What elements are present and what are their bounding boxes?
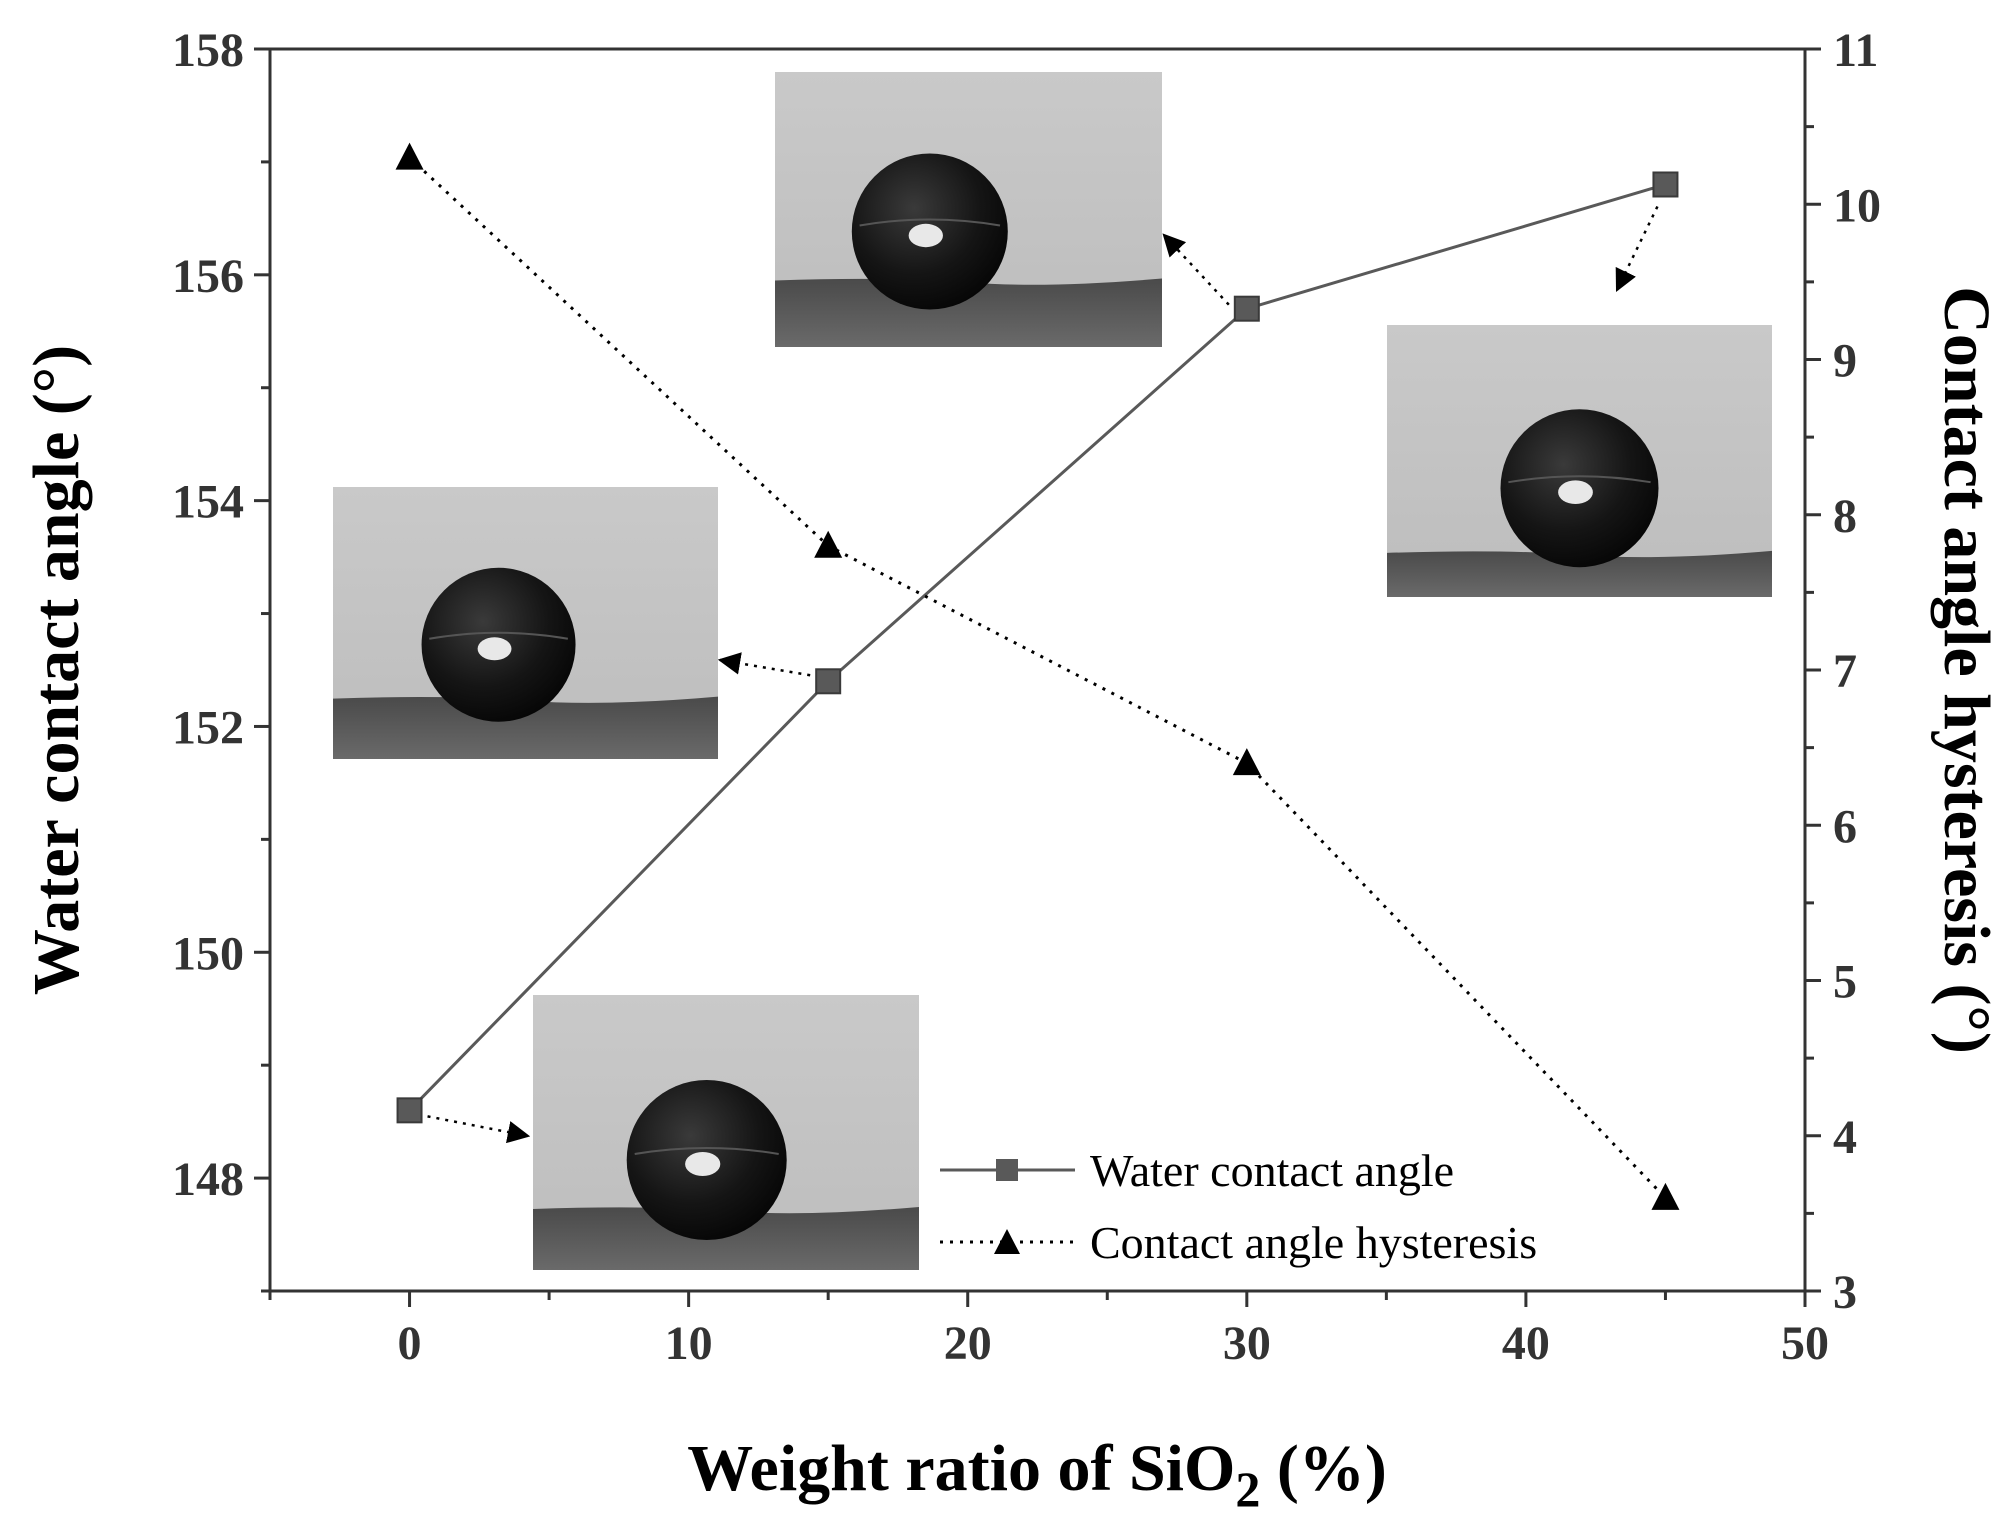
x-axis-title-main: Weight ratio of SiO [687, 1432, 1235, 1505]
data-point-triangle [1651, 1182, 1680, 1210]
droplet-reflection [859, 218, 1001, 227]
data-point-triangle [1232, 748, 1261, 776]
legend-marker-triangle [994, 1229, 1020, 1254]
inset-droplet-45 [1387, 325, 1772, 597]
left-y-tick-label: 148 [172, 1153, 244, 1206]
series-layer [395, 142, 1680, 1210]
right-y-tick-label: 3 [1833, 1266, 1857, 1319]
droplet-reflection [429, 631, 569, 640]
inset-substrate [775, 278, 1162, 347]
left-y-axis-title: Water contact angle (°) [20, 345, 93, 995]
data-point-triangle [395, 142, 424, 170]
droplet-highlight [685, 1152, 721, 1176]
x-tick-label: 0 [398, 1317, 422, 1370]
right-y-tick-label: 6 [1833, 800, 1857, 853]
data-point-square [1233, 295, 1260, 322]
data-point-triangle [814, 530, 843, 558]
left-y-axis-ticks: 148 150 152 154 156 158 [172, 24, 270, 1293]
legend-label-hysteresis: Contact angle hysteresis [1090, 1217, 1537, 1268]
legend: Water contact angle Contact angle hyster… [940, 1145, 1537, 1268]
x-axis-title-sub: 2 [1235, 1461, 1260, 1517]
pointer-arrow [717, 652, 811, 677]
droplet-reflection [1508, 475, 1651, 484]
droplet-reflection [634, 1147, 779, 1155]
right-y-axis-ticks: 3 4 5 6 7 8 9 10 11 [1805, 24, 1881, 1319]
x-tick-label: 40 [1502, 1317, 1550, 1370]
left-y-tick-label: 156 [172, 250, 244, 303]
data-point-square [815, 668, 842, 695]
inset-substrate [333, 696, 718, 759]
pointer-arrow [427, 1115, 531, 1144]
x-tick-label: 30 [1223, 1317, 1271, 1370]
pointer-arrows [427, 205, 1659, 1144]
right-y-tick-label: 4 [1833, 1111, 1857, 1164]
x-axis-title: Weight ratio of SiO2 (%) [687, 1432, 1387, 1517]
data-point-square [396, 1097, 423, 1124]
inset-substrate [1387, 550, 1772, 597]
x-tick-label: 20 [944, 1317, 992, 1370]
droplet-highlight [477, 637, 512, 661]
left-y-tick-label: 150 [172, 927, 244, 980]
series-line-water-contact-angle [408, 183, 1666, 1112]
inset-droplet-30 [775, 72, 1162, 347]
x-tick-label: 10 [665, 1317, 713, 1370]
droplet-highlight [908, 223, 943, 248]
x-axis-title-tail: (%) [1260, 1432, 1386, 1505]
pointer-arrow [1162, 233, 1230, 306]
droplet-highlight [1558, 480, 1593, 505]
legend-label-water: Water contact angle [1090, 1145, 1454, 1196]
left-y-tick-label: 154 [172, 476, 244, 529]
inset-images [333, 72, 1772, 1270]
right-y-tick-label: 5 [1833, 956, 1857, 1009]
right-y-tick-label: 8 [1833, 490, 1857, 543]
right-y-tick-label: 7 [1833, 645, 1857, 698]
data-point-square [1652, 171, 1679, 198]
inset-droplet-15 [333, 487, 718, 759]
right-y-tick-label: 9 [1833, 335, 1857, 388]
right-y-tick-label: 10 [1833, 179, 1881, 232]
right-y-tick-label: 11 [1833, 24, 1878, 77]
x-axis-ticks: 0 10 20 30 40 50 [268, 1291, 1829, 1370]
inset-droplet-0 [533, 995, 919, 1270]
x-tick-label: 50 [1781, 1317, 1829, 1370]
pointer-arrow [1615, 205, 1659, 293]
left-y-tick-label: 158 [172, 24, 244, 77]
inset-substrate [533, 1207, 919, 1270]
legend-marker-square [996, 1159, 1018, 1181]
left-y-tick-label: 152 [172, 701, 244, 754]
right-y-axis-title: Contact angle hysteresis (°) [1930, 286, 2003, 1054]
